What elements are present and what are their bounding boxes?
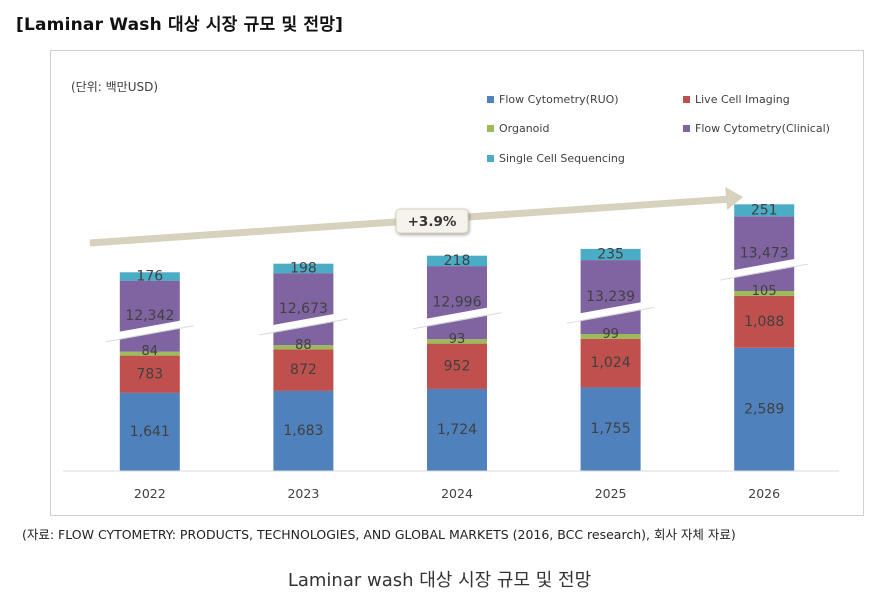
data-label-2024-live-cell-imaging: 952 [444, 358, 471, 374]
data-label-2025-flow-cytometry-ruo: 1,755 [591, 421, 631, 437]
axis-break-2025 [565, 299, 656, 323]
x-tick-label-2025: 2025 [595, 486, 627, 501]
legend-swatch-organoid [487, 125, 494, 132]
legend-swatch-flow-cytometry-ruo [487, 96, 494, 103]
axis-break-2024 [412, 305, 502, 329]
growth-label-box [395, 208, 469, 234]
bar-2025-single-cell-sequencing [580, 248, 641, 261]
legend-swatch-single-cell-sequencing [487, 155, 494, 162]
data-label-2023-single-cell-sequencing: 198 [290, 260, 317, 276]
bar-2026-live-cell-imaging [734, 295, 795, 348]
data-label-2022-organoid: 84 [142, 344, 159, 359]
bar-2023-flow-cytometry-ruo [273, 390, 334, 471]
page-heading: [Laminar Wash 대상 시장 규모 및 전망] [16, 15, 344, 35]
axis-break-edge-2026 [720, 263, 809, 281]
bar-2026-flow-cytometry-ruo [734, 347, 795, 471]
data-label-2026-organoid: 105 [752, 284, 777, 299]
data-label-2025-flow-cytometry-clinical: 13,239 [586, 289, 635, 305]
data-label-2022-flow-cytometry-ruo: 1,641 [130, 424, 170, 440]
bar-2026-organoid [734, 290, 795, 296]
legend-label-flow-cytometry-ruo: Flow Cytometry(RUO) [499, 93, 619, 106]
bar-2024-live-cell-imaging [427, 343, 487, 389]
x-tick-label-2026: 2026 [748, 486, 780, 501]
legend-label-live-cell-imaging: Live Cell Imaging [695, 93, 790, 106]
data-label-2024-flow-cytometry-clinical: 12,996 [433, 295, 482, 311]
bar-2023-organoid [273, 345, 334, 350]
legend-label-flow-cytometry-clinical: Flow Cytometry(Clinical) [695, 122, 830, 135]
data-label-2025-organoid: 99 [602, 327, 619, 342]
axis-break-2023 [258, 311, 349, 335]
growth-label: +3.9% [408, 214, 457, 230]
bar-2022-flow-cytometry-ruo [119, 392, 180, 471]
data-label-2022-live-cell-imaging: 783 [136, 366, 163, 382]
unit-label: (단위: 백만USD) [71, 80, 158, 94]
data-label-2023-flow-cytometry-ruo: 1,683 [283, 423, 323, 439]
bar-2023-live-cell-imaging [273, 349, 334, 391]
bar-2024-flow-cytometry-ruo [427, 388, 487, 471]
bar-2025-organoid [580, 334, 641, 339]
data-label-2023-flow-cytometry-clinical: 12,673 [279, 301, 328, 317]
x-tick-label-2024: 2024 [441, 486, 473, 501]
legend-label-single-cell-sequencing: Single Cell Sequencing [499, 152, 625, 165]
axis-break-2022 [105, 318, 195, 342]
bar-2024-organoid [427, 339, 487, 344]
data-label-2023-organoid: 88 [295, 338, 312, 353]
data-label-2026-live-cell-imaging: 1,088 [744, 314, 784, 330]
bar-2024-flow-cytometry-clinical [427, 266, 487, 340]
axis-break-2026 [719, 256, 809, 280]
data-label-2025-live-cell-imaging: 1,024 [591, 355, 631, 371]
axis-break-edge-2023 [259, 318, 348, 336]
bar-2025-flow-cytometry-clinical [580, 260, 641, 335]
axis-break-edge-2025 [566, 306, 655, 324]
chart-frame: 1,641 783 84 12,342 176 1,683 872 88 12,673 198 1,… [50, 50, 864, 516]
stacked-bar-chart: 1,641 783 84 12,342 176 1,683 872 88 12,673 198 1,… [63, 80, 839, 501]
x-tick-label-2023: 2023 [287, 486, 319, 501]
bar-2026-flow-cytometry-clinical [734, 216, 795, 291]
bar-2025-live-cell-imaging [580, 338, 641, 388]
bar-2022-live-cell-imaging [119, 355, 180, 393]
growth-arrow-head [725, 187, 744, 210]
x-tick-label-2022: 2022 [134, 486, 166, 501]
bar-2022-organoid [119, 351, 180, 356]
bar-2023-single-cell-sequencing [273, 263, 334, 274]
data-label-2024-flow-cytometry-ruo: 1,724 [437, 422, 477, 438]
data-label-2026-flow-cytometry-clinical: 13,473 [740, 246, 789, 262]
data-label-2024-organoid: 93 [449, 332, 466, 347]
bar-2026-single-cell-sequencing [734, 204, 795, 217]
bar-2022-single-cell-sequencing [119, 272, 180, 281]
axis-break-edge-2022 [105, 325, 194, 343]
data-label-2025-single-cell-sequencing: 235 [597, 246, 624, 262]
bar-2023-flow-cytometry-clinical [273, 273, 334, 346]
legend-label-organoid: Organoid [499, 122, 549, 135]
bar-2022-flow-cytometry-clinical [119, 280, 180, 352]
data-label-2022-flow-cytometry-clinical: 12,342 [125, 308, 174, 324]
data-label-2023-live-cell-imaging: 872 [290, 362, 317, 378]
legend-swatch-live-cell-imaging [683, 96, 690, 103]
axis-break-edge-2024 [412, 312, 502, 330]
bar-2024-single-cell-sequencing [427, 255, 487, 267]
data-label-2026-single-cell-sequencing: 251 [751, 202, 778, 218]
source-note: (자료: FLOW CYTOMETRY: PRODUCTS, TECHNOLOG… [22, 527, 736, 542]
data-label-2024-single-cell-sequencing: 218 [444, 253, 471, 269]
figure-caption: Laminar wash 대상 시장 규모 및 전망 [287, 570, 592, 591]
bar-2025-flow-cytometry-ruo [580, 387, 641, 471]
data-label-2026-flow-cytometry-ruo: 2,589 [744, 401, 784, 417]
legend-swatch-flow-cytometry-clinical [683, 125, 690, 132]
data-label-2022-single-cell-sequencing: 176 [136, 268, 163, 284]
